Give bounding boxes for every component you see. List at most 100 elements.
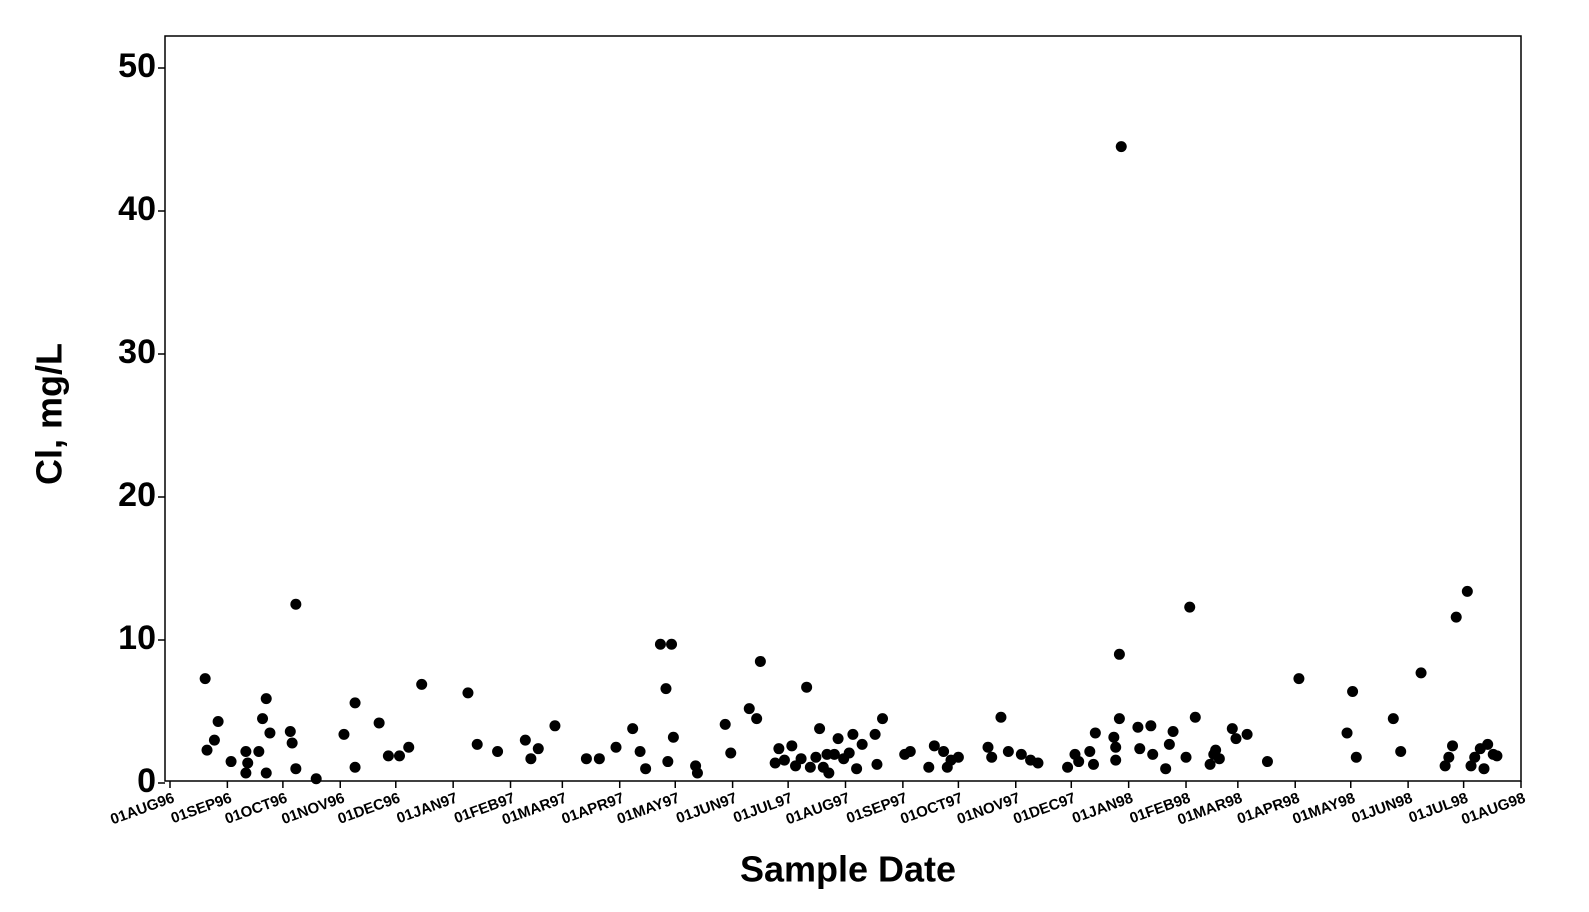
point (1450, 611, 1462, 623)
point (1184, 601, 1196, 613)
point (1341, 727, 1353, 739)
point (832, 733, 844, 745)
point (1241, 728, 1253, 740)
x-tick-label: 01AUG98 (1459, 790, 1527, 829)
point (1350, 751, 1362, 763)
point (1491, 750, 1503, 762)
point (1089, 727, 1101, 739)
point (290, 598, 302, 610)
point (1213, 753, 1225, 765)
point (225, 756, 237, 768)
point (778, 754, 790, 766)
point (828, 748, 840, 760)
point (1465, 760, 1477, 772)
point (310, 773, 322, 785)
point (928, 740, 940, 752)
x-tick-label: 01OCT97 (898, 790, 965, 828)
point (1167, 726, 1179, 738)
x-axis-title: Sample Date (740, 849, 956, 890)
point (871, 758, 883, 770)
point (1478, 763, 1490, 775)
point (260, 767, 272, 779)
point (751, 713, 763, 725)
x-tick-label: 01APR98 (1235, 790, 1302, 828)
point (1163, 738, 1175, 750)
point (986, 751, 998, 763)
point (1160, 763, 1172, 775)
point (290, 763, 302, 775)
point (373, 717, 385, 729)
point (1482, 738, 1494, 750)
point (610, 741, 622, 753)
point (754, 655, 766, 667)
point (904, 746, 916, 758)
point (769, 757, 781, 769)
x-tick-label: 01AUG97 (784, 790, 852, 829)
point (1261, 756, 1273, 768)
point (240, 746, 252, 758)
point (338, 728, 350, 740)
point (1230, 733, 1242, 745)
point (938, 746, 950, 758)
x-tick-label: 01MAY97 (615, 790, 682, 828)
x-tick-label: 01OCT96 (223, 790, 290, 828)
point (662, 756, 674, 768)
point (1204, 758, 1216, 770)
point (691, 767, 703, 779)
point (786, 740, 798, 752)
y-tick-label: 20 (118, 476, 156, 514)
point (1347, 685, 1359, 697)
point (1226, 723, 1238, 735)
point (1189, 711, 1201, 723)
point (199, 673, 211, 685)
point (1073, 756, 1085, 768)
point (982, 741, 994, 753)
point (208, 734, 220, 746)
x-tick-label: 01DEC96 (336, 790, 403, 828)
point (666, 638, 678, 650)
point (393, 750, 405, 762)
point (1395, 746, 1407, 758)
point (349, 761, 361, 773)
point (856, 738, 868, 750)
point (851, 763, 863, 775)
x-tick-label: 01MAY98 (1290, 790, 1357, 828)
point (1461, 585, 1473, 597)
point (1110, 741, 1122, 753)
point (1134, 743, 1146, 755)
point (240, 767, 252, 779)
point (264, 727, 276, 739)
y-tick-label: 0 (137, 762, 156, 800)
point (286, 737, 298, 749)
point (1293, 673, 1305, 685)
x-tick-label: 01JUN97 (674, 790, 739, 828)
point (869, 728, 881, 740)
point (471, 738, 483, 750)
point (725, 747, 737, 759)
point (580, 753, 592, 765)
point (549, 720, 561, 732)
point (212, 716, 224, 728)
point (810, 751, 822, 763)
plot-frame (164, 35, 1522, 782)
x-tick-label: 01NOV96 (279, 790, 347, 829)
point (743, 703, 755, 715)
point (634, 746, 646, 758)
point (260, 693, 272, 705)
point (519, 734, 531, 746)
point (1084, 746, 1096, 758)
point (1087, 758, 1099, 770)
x-tick-label: 01JUL97 (731, 790, 795, 827)
point (1110, 754, 1122, 766)
point (1415, 667, 1427, 679)
point (804, 761, 816, 773)
point (403, 741, 415, 753)
point (1113, 713, 1125, 725)
point (532, 743, 544, 755)
point (847, 728, 859, 740)
point (923, 761, 935, 773)
x-tick-label: 01JUL98 (1407, 790, 1471, 827)
point (492, 746, 504, 758)
x-tick-label: 01SEP96 (169, 790, 234, 828)
y-tick-label: 10 (118, 619, 156, 657)
